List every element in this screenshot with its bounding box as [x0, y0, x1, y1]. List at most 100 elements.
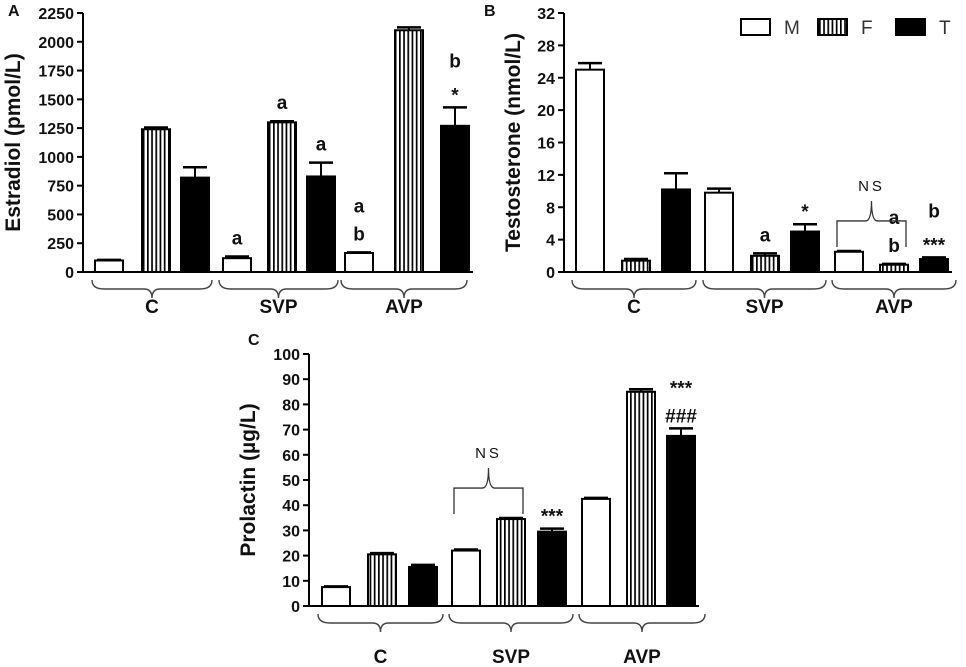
y-tick-label: 8 — [546, 200, 555, 217]
significance-label: b — [928, 201, 940, 222]
y-tick-label: 750 — [47, 179, 74, 196]
significance-label: a — [889, 208, 900, 229]
y-tick-label: 16 — [537, 136, 555, 153]
significance-label: a — [354, 196, 365, 217]
bar-avp-f — [879, 263, 909, 274]
group-brace — [317, 613, 444, 633]
y-tick-label: 1000 — [38, 150, 74, 167]
bar-c-m — [575, 68, 605, 273]
y-tick-label: 60 — [282, 448, 300, 465]
y-tick-label: 50 — [282, 473, 300, 490]
bar-avp-m — [344, 252, 374, 274]
y-tick-label: 80 — [282, 397, 300, 414]
bar-svp-m — [704, 191, 734, 273]
y-tick-label: 1750 — [38, 64, 74, 81]
x-category-label: AVP — [623, 647, 661, 667]
x-category-label: SVP — [259, 297, 297, 318]
bar-c-t — [408, 565, 438, 608]
y-tick-label: 100 — [273, 347, 300, 364]
group-brace — [218, 279, 339, 299]
bar-avp-t — [440, 124, 470, 274]
group-brace — [702, 279, 827, 299]
y-tick-label: 0 — [65, 265, 74, 282]
legend-swatch-m — [740, 18, 771, 36]
significance-label: a — [316, 135, 327, 156]
y-tick-label: 20 — [537, 103, 555, 120]
y-tick-label: 24 — [537, 71, 555, 88]
group-brace — [448, 613, 574, 633]
bar-svp-t — [537, 530, 567, 607]
y-axis-label: Testosterone (nmol/L) — [502, 33, 525, 252]
group-brace — [340, 279, 468, 299]
x-category-label: C — [627, 297, 641, 318]
x-category-label: C — [374, 647, 388, 667]
y-axis-label: Estradiol (pmol/L) — [2, 53, 25, 232]
bar-c-m — [94, 259, 124, 274]
significance-label: *** — [670, 378, 693, 399]
bar-c-t — [180, 176, 210, 273]
panel-label: B — [484, 3, 496, 20]
group-brace — [571, 279, 697, 299]
significance-label: *** — [541, 507, 564, 528]
group-brace — [91, 279, 213, 299]
bar-avp-t — [919, 258, 949, 273]
legend-swatch-t — [895, 18, 926, 36]
significance-label: b — [888, 236, 900, 257]
significance-label: ### — [665, 406, 697, 427]
significance-label: *** — [923, 235, 946, 256]
x-category-label: C — [145, 297, 159, 318]
bar-avp-t — [666, 434, 696, 607]
y-tick-label: 12 — [537, 168, 555, 185]
bar-svp-m — [222, 257, 252, 274]
group-brace — [578, 613, 706, 633]
bar-svp-f — [750, 254, 780, 273]
y-tick-label: 10 — [282, 574, 300, 591]
bar-svp-f — [267, 121, 297, 273]
x-category-label: AVP — [875, 297, 913, 318]
bar-avp-m — [834, 250, 864, 273]
y-tick-label: 250 — [47, 236, 74, 253]
y-tick-label: 0 — [291, 599, 300, 616]
legend-swatch-f — [817, 18, 848, 36]
significance-label: a — [760, 225, 771, 246]
panel-label: C — [248, 332, 260, 349]
legend-label-m: M — [784, 18, 800, 39]
y-tick-label: 70 — [282, 423, 300, 440]
y-tick-label: 2250 — [38, 6, 74, 23]
x-category-label: AVP — [385, 297, 423, 318]
bar-svp-f — [496, 518, 526, 607]
bar-c-f — [367, 553, 397, 608]
y-tick-label: 30 — [282, 523, 300, 540]
bar-c-t — [661, 188, 691, 274]
bar-c-f — [621, 259, 651, 274]
bar-c-f — [141, 128, 171, 273]
bar-svp-m — [451, 549, 481, 607]
panel-b: B 0 4 8 12 16 20 24 28 32 Testosterone (nmol/L) C SV… — [484, 3, 957, 318]
panel-label: A — [8, 3, 20, 20]
ns-bracket — [453, 468, 524, 515]
y-tick-label: 20 — [282, 549, 300, 566]
y-tick-label: 2000 — [38, 35, 74, 52]
bar-avp-m — [581, 497, 611, 607]
panel-a: A 0 250 500 750 1000 1250 1500 1750 2000 2250 Estra… — [2, 3, 473, 318]
significance-label: b — [353, 224, 365, 245]
bar-c-m — [321, 586, 351, 607]
ns-label: NS — [858, 178, 885, 195]
bar-svp-t — [790, 230, 820, 273]
y-tick-label: 1250 — [38, 121, 74, 138]
bar-svp-t — [306, 175, 336, 273]
bar-avp-f — [394, 29, 424, 274]
y-tick-label: 0 — [546, 265, 555, 282]
y-tick-label: 4 — [546, 233, 555, 250]
y-axis-label: Prolactin (µg/L) — [237, 403, 260, 556]
y-tick-label: 500 — [47, 207, 74, 224]
significance-label: a — [277, 93, 288, 114]
legend-label-t: T — [939, 18, 951, 39]
x-category-label: SVP — [745, 297, 783, 318]
bar-avp-f — [626, 390, 656, 607]
y-tick-label: 90 — [282, 372, 300, 389]
ns-label: NS — [475, 445, 502, 462]
legend-label-f: F — [861, 18, 873, 39]
y-tick-label: 40 — [282, 498, 300, 515]
